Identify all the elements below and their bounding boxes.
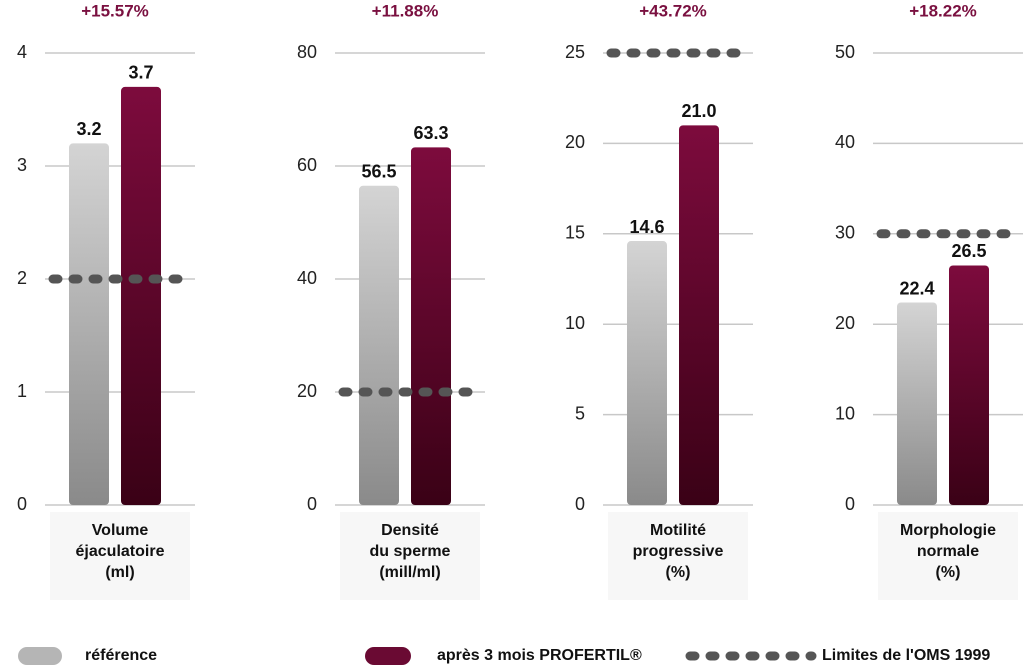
category-label-wrap: Morphologie normale (%) xyxy=(900,522,996,581)
value-label: 14.6 xyxy=(629,217,664,237)
bar xyxy=(627,241,667,506)
y-tick-label: 0 xyxy=(845,494,855,514)
category-label: Densité du sperme (mill/ml) xyxy=(369,522,451,581)
change-annotation: +11.88% xyxy=(372,1,439,20)
category-box xyxy=(340,512,480,600)
category-label-wrap: Volume éjaculatoire (ml) xyxy=(75,522,165,581)
y-tick-label: 60 xyxy=(297,155,317,175)
legend-label: après 3 mois PROFERTIL® xyxy=(437,647,642,664)
y-tick-label: 20 xyxy=(835,313,855,333)
category-box xyxy=(878,512,1018,600)
value-label: 21.0 xyxy=(681,101,716,121)
bar xyxy=(679,125,719,505)
y-tick-label: 10 xyxy=(835,403,855,423)
y-tick-label: 0 xyxy=(307,494,317,514)
y-tick-label: 15 xyxy=(565,223,585,243)
change-annotation: +43.72% xyxy=(639,1,707,20)
category-label-wrap: Densité du sperme (mill/ml) xyxy=(369,522,451,581)
bar xyxy=(897,302,937,505)
category-label: Morphologie normale (%) xyxy=(900,522,996,581)
category-box xyxy=(608,512,748,600)
value-label: 3.2 xyxy=(76,119,101,139)
value-label: 26.5 xyxy=(951,241,986,261)
change-annotation: +15.57% xyxy=(81,1,149,20)
y-tick-label: 3 xyxy=(17,155,27,175)
value-label: 56.5 xyxy=(361,162,396,182)
legend-label: Limites de l'OMS 1999 xyxy=(822,647,990,664)
change-annotation: +18.22% xyxy=(909,1,977,20)
value-label: 22.4 xyxy=(899,278,934,298)
y-tick-label: 25 xyxy=(565,42,585,62)
legend-label: référence xyxy=(85,647,157,664)
bar xyxy=(949,265,989,505)
y-tick-label: 20 xyxy=(565,132,585,152)
y-tick-label: 0 xyxy=(17,494,27,514)
value-label: 3.7 xyxy=(128,63,153,83)
bar xyxy=(69,143,109,505)
bar xyxy=(359,185,399,505)
category-label: Volume éjaculatoire (ml) xyxy=(75,522,165,581)
y-tick-label: 1 xyxy=(17,381,27,401)
y-tick-label: 5 xyxy=(575,403,585,423)
y-tick-label: 20 xyxy=(297,381,317,401)
category-label: Motilité progressive (%) xyxy=(632,522,724,581)
category-box xyxy=(50,512,190,600)
y-tick-label: 40 xyxy=(835,132,855,152)
value-label: 63.3 xyxy=(413,123,448,143)
legend-swatch xyxy=(18,647,62,665)
y-tick-label: 50 xyxy=(835,42,855,62)
y-tick-label: 30 xyxy=(835,223,855,243)
bar xyxy=(121,86,161,506)
y-tick-label: 4 xyxy=(17,42,27,62)
y-tick-label: 80 xyxy=(297,42,317,62)
legend-swatch xyxy=(365,647,411,665)
bar xyxy=(411,147,451,506)
y-tick-label: 10 xyxy=(565,313,585,333)
category-label-wrap: Motilité progressive (%) xyxy=(632,522,724,581)
y-tick-label: 40 xyxy=(297,268,317,288)
y-tick-label: 2 xyxy=(17,268,27,288)
y-tick-label: 0 xyxy=(575,494,585,514)
